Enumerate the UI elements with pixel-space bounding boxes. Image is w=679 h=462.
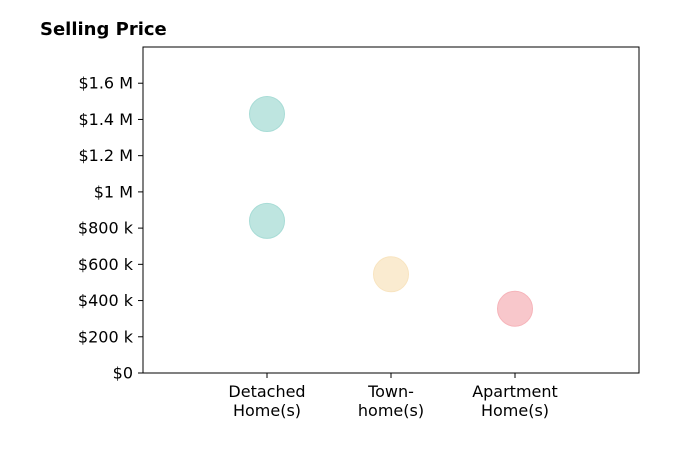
y-tick-label: $1.2 M [78,146,133,165]
y-tick-label: $1.4 M [78,110,133,129]
data-point [249,202,285,239]
data-point [373,256,409,293]
x-tick-label: Home(s) [233,401,301,420]
y-tick-label: $200 k [78,327,134,346]
y-tick-label: $1.6 M [78,74,133,93]
y-tick-label: $800 k [78,219,134,238]
x-tick-label: home(s) [358,401,424,420]
x-tick-label: Town- [367,382,414,401]
plot-frame [142,46,640,374]
y-tick-label: $600 k [78,255,134,274]
data-point [249,96,285,133]
chart-title: Selling Price [40,19,167,40]
y-tick-label: $1 M [94,182,133,201]
plot-area: $0 $200 k $400 k $600 k $800 k $1 M $1.2 M $1.4… [78,46,640,420]
y-tick-label: $400 k [78,291,134,310]
x-tick-label: Detached [228,382,305,401]
y-tick-label: $0 [113,364,133,383]
data-point [497,290,533,327]
x-tick-label: Home(s) [481,401,549,420]
x-tick-label: Apartment [472,382,558,401]
